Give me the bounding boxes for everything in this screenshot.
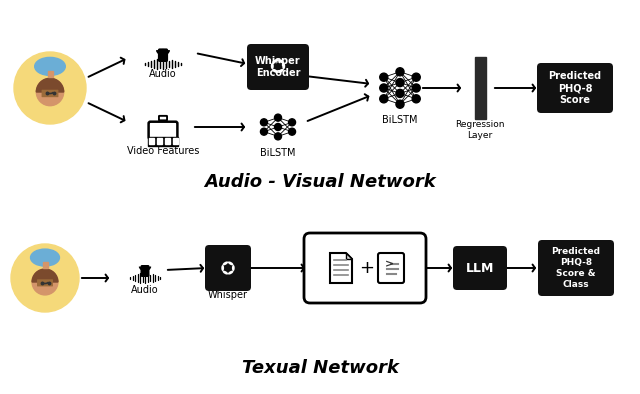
Polygon shape <box>346 253 352 259</box>
Circle shape <box>32 269 58 295</box>
Ellipse shape <box>221 265 224 271</box>
Circle shape <box>36 78 64 106</box>
Circle shape <box>289 128 296 135</box>
Wedge shape <box>32 269 58 282</box>
Circle shape <box>289 119 296 126</box>
FancyBboxPatch shape <box>538 240 614 296</box>
Circle shape <box>396 78 404 87</box>
Polygon shape <box>330 253 352 283</box>
Text: Texual Network: Texual Network <box>241 359 399 377</box>
Text: Audio - Visual Network: Audio - Visual Network <box>204 173 436 191</box>
FancyBboxPatch shape <box>37 279 53 286</box>
Ellipse shape <box>31 249 60 266</box>
Text: Whisper: Whisper <box>208 290 248 300</box>
Bar <box>474 57 486 119</box>
Circle shape <box>380 84 388 92</box>
Text: Regression
Layer: Regression Layer <box>455 120 505 140</box>
Circle shape <box>275 114 282 121</box>
Circle shape <box>396 89 404 97</box>
Bar <box>42 262 47 268</box>
Text: Predicted
PHQ-8
Score &
Class: Predicted PHQ-8 Score & Class <box>552 247 600 289</box>
Circle shape <box>226 266 230 270</box>
FancyBboxPatch shape <box>537 63 613 113</box>
Circle shape <box>396 68 404 76</box>
Bar <box>164 138 170 144</box>
Circle shape <box>380 95 388 103</box>
Text: Predicted
PHQ-8
Score: Predicted PHQ-8 Score <box>548 71 602 106</box>
Circle shape <box>276 63 280 69</box>
Text: Audio: Audio <box>131 285 159 295</box>
FancyBboxPatch shape <box>378 253 404 283</box>
Ellipse shape <box>278 59 284 63</box>
Text: LLM: LLM <box>466 262 494 275</box>
FancyBboxPatch shape <box>205 245 251 291</box>
Bar <box>47 71 52 77</box>
Circle shape <box>275 133 282 140</box>
Bar <box>148 138 154 144</box>
Ellipse shape <box>35 58 65 75</box>
Text: Whisper
Encoder: Whisper Encoder <box>255 56 301 78</box>
FancyBboxPatch shape <box>42 90 58 97</box>
Wedge shape <box>36 78 64 92</box>
FancyBboxPatch shape <box>453 246 507 290</box>
Text: Video Features: Video Features <box>127 146 199 156</box>
Circle shape <box>380 73 388 81</box>
FancyBboxPatch shape <box>304 233 426 303</box>
Ellipse shape <box>271 63 274 69</box>
Ellipse shape <box>228 262 234 265</box>
Ellipse shape <box>228 271 234 275</box>
Text: Transcript: Transcript <box>321 286 362 294</box>
Bar <box>157 138 161 144</box>
Ellipse shape <box>272 69 278 73</box>
Circle shape <box>396 100 404 108</box>
Ellipse shape <box>232 265 235 271</box>
Ellipse shape <box>282 63 285 69</box>
Text: Audio: Audio <box>149 69 177 79</box>
Circle shape <box>260 119 268 126</box>
FancyBboxPatch shape <box>158 48 168 62</box>
Ellipse shape <box>272 59 278 63</box>
Ellipse shape <box>278 69 284 73</box>
FancyBboxPatch shape <box>247 44 309 90</box>
Text: >: > <box>385 259 394 269</box>
FancyBboxPatch shape <box>141 265 150 277</box>
Ellipse shape <box>223 262 228 265</box>
Circle shape <box>11 244 79 312</box>
Circle shape <box>412 84 420 92</box>
Bar <box>173 138 177 144</box>
Circle shape <box>275 123 282 130</box>
Circle shape <box>412 95 420 103</box>
Ellipse shape <box>223 271 228 275</box>
Text: BiLSTM: BiLSTM <box>260 148 296 158</box>
Circle shape <box>260 128 268 135</box>
Circle shape <box>14 52 86 124</box>
Bar <box>148 136 178 145</box>
Text: Prompt: Prompt <box>376 284 406 292</box>
Text: BiLSTM: BiLSTM <box>382 115 418 125</box>
Text: +: + <box>360 259 374 277</box>
Circle shape <box>412 73 420 81</box>
